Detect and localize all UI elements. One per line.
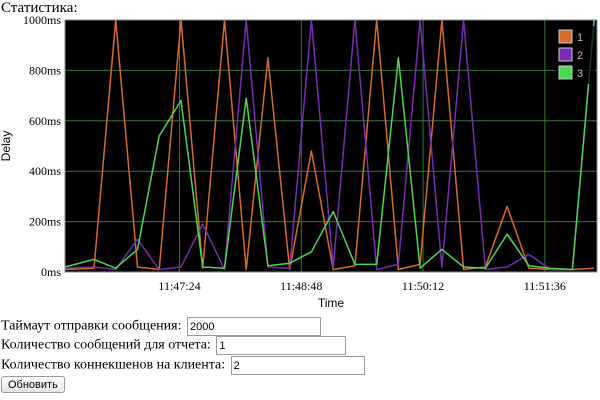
series-layer	[64, 19, 595, 271]
plot-border	[64, 19, 598, 273]
legend-swatch	[558, 65, 573, 80]
timeout-row: Таймаут отправки сообщения:	[1, 317, 321, 336]
connections-count-input[interactable]	[230, 356, 365, 375]
x-tick-labels: 11:47:24 11:48:48 11:50:12 11:51:36	[158, 279, 566, 293]
y-tick-label: 200ms	[29, 215, 61, 229]
x-tick-label: 11:48:48	[280, 279, 322, 293]
connections-label: Количество коннекшенов на клиента:	[1, 357, 226, 373]
series-line-2	[64, 19, 595, 271]
x-tick-label: 11:50:12	[402, 279, 444, 293]
y-tick-label: 0ms	[41, 265, 61, 279]
y-tick-label: 600ms	[29, 114, 61, 128]
messages-count-input[interactable]	[216, 336, 347, 355]
y-tick-label: 1000ms	[23, 13, 61, 27]
page-heading: Статистика:	[1, 0, 78, 16]
messages-row: Количество сообщений для отчета:	[1, 336, 347, 355]
y-tick-labels: 0ms 200ms 400ms 600ms 800ms 1000ms	[23, 13, 61, 279]
legend-swatch	[558, 29, 573, 44]
timeout-label: Таймаут отправки сообщения:	[1, 318, 182, 334]
legend-label: 1	[577, 32, 583, 44]
series-line-3	[64, 19, 595, 271]
refresh-button[interactable]: Обновить	[1, 376, 65, 393]
y-tick-label: 400ms	[29, 164, 61, 178]
legend-label: 2	[577, 50, 583, 62]
x-tick-label: 11:51:36	[524, 279, 566, 293]
y-tick-label: 800ms	[29, 63, 61, 77]
x-tick-label: 11:47:24	[158, 279, 200, 293]
plot-area	[65, 20, 597, 272]
legend-swatch	[558, 47, 573, 62]
x-axis-title: Time	[318, 296, 345, 310]
messages-label: Количество сообщений для отчета:	[1, 337, 211, 353]
legend: 1 2 3	[555, 26, 595, 84]
connections-row: Количество коннекшенов на клиента:	[1, 356, 365, 375]
timeout-input[interactable]	[186, 317, 321, 336]
legend-label: 3	[577, 68, 583, 80]
y-axis-title: Delay	[0, 131, 13, 162]
